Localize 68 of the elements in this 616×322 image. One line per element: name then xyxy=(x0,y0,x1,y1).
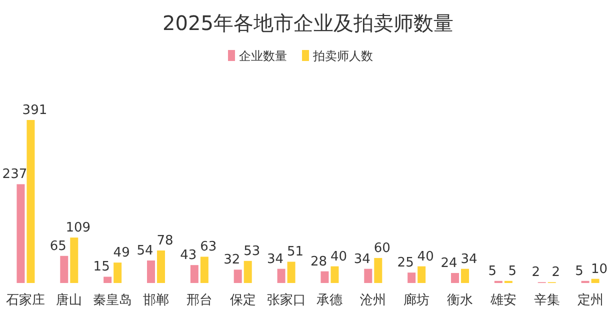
x-tick-label: 衡水 xyxy=(447,293,473,308)
bar xyxy=(114,262,122,283)
data-label: 5 xyxy=(575,264,584,279)
bar xyxy=(320,271,329,283)
bar xyxy=(418,266,426,283)
legend-label: 拍卖师人数 xyxy=(312,49,373,63)
data-label: 34 xyxy=(354,252,370,267)
chart-title: 2025年各地市企业及拍卖师数量 xyxy=(162,11,454,35)
data-label: 34 xyxy=(267,252,284,267)
data-label: 63 xyxy=(200,240,217,255)
x-tick-label: 张家口 xyxy=(266,292,306,308)
bar xyxy=(451,272,459,283)
data-label: 53 xyxy=(244,244,260,259)
x-tick-label: 邯郸 xyxy=(143,293,169,308)
bar xyxy=(104,276,112,283)
x-tick-label: 唐山 xyxy=(56,293,82,308)
data-label: 43 xyxy=(180,248,197,264)
x-tick-label: 秦皇岛 xyxy=(93,293,132,308)
data-label: 49 xyxy=(113,246,130,261)
data-label: 2 xyxy=(532,265,540,280)
bar xyxy=(60,256,68,283)
x-tick-label: 雄安 xyxy=(489,292,516,308)
bar xyxy=(591,278,600,283)
data-label: 15 xyxy=(93,260,110,275)
bar xyxy=(277,268,286,283)
data-label: 237 xyxy=(2,167,28,182)
data-label: 32 xyxy=(224,252,240,268)
bar xyxy=(330,266,339,283)
data-label: 2 xyxy=(552,265,560,280)
bar xyxy=(364,268,372,283)
data-label: 54 xyxy=(136,243,154,258)
bar xyxy=(190,265,198,283)
x-tick-label: 沧州 xyxy=(360,293,386,308)
bar xyxy=(16,184,25,283)
data-label: 25 xyxy=(397,256,414,271)
data-label: 40 xyxy=(330,249,347,264)
bar xyxy=(26,120,35,283)
x-tick-label: 定州 xyxy=(577,293,604,308)
data-label: 60 xyxy=(374,240,390,256)
data-label: 51 xyxy=(287,244,304,260)
data-label: 28 xyxy=(310,254,327,270)
x-tick-label: 廊坊 xyxy=(404,292,430,308)
bar xyxy=(70,238,78,283)
x-tick-label: 辛集 xyxy=(534,293,560,308)
data-label: 65 xyxy=(50,238,66,254)
bar xyxy=(200,256,208,283)
data-label: 5 xyxy=(508,264,517,279)
data-label: 10 xyxy=(591,262,608,277)
data-label: 78 xyxy=(156,233,174,248)
data-label: 5 xyxy=(488,264,497,279)
bar xyxy=(157,250,165,283)
bar xyxy=(234,270,242,283)
bar xyxy=(461,268,469,283)
bar xyxy=(374,258,382,283)
data-label: 40 xyxy=(417,249,434,264)
bar xyxy=(147,260,155,283)
data-label: 391 xyxy=(22,103,48,118)
x-tick-label: 石家庄 xyxy=(6,292,46,308)
data-label: 109 xyxy=(66,220,91,236)
x-tick-label: 保定 xyxy=(230,293,256,308)
data-label: 34 xyxy=(460,252,478,267)
bar xyxy=(244,260,252,283)
x-tick-label: 承德 xyxy=(316,293,343,308)
data-label: 24 xyxy=(440,256,458,271)
bar xyxy=(408,272,416,283)
legend-label: 企业数量 xyxy=(239,49,287,63)
x-tick-label: 邢台 xyxy=(186,293,212,308)
bar xyxy=(287,262,296,283)
